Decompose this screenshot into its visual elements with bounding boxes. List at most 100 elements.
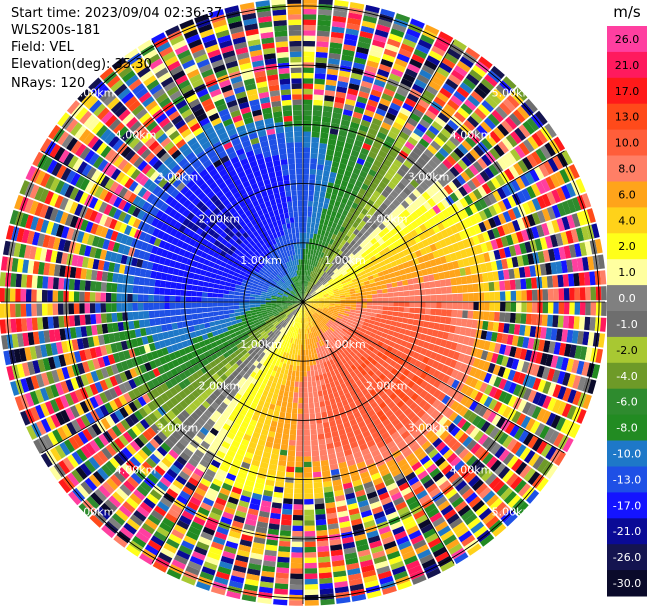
range-gate bbox=[249, 324, 256, 329]
range-gate bbox=[410, 229, 418, 238]
range-gate bbox=[579, 287, 586, 301]
range-gate bbox=[455, 277, 462, 285]
range-gate bbox=[346, 459, 356, 467]
range-gate bbox=[402, 248, 410, 256]
range-gate bbox=[442, 83, 456, 95]
range-gate bbox=[429, 467, 441, 478]
range-gate bbox=[351, 474, 361, 482]
range-gate bbox=[411, 374, 420, 383]
range-gate bbox=[317, 282, 322, 287]
range-gate bbox=[336, 264, 343, 270]
range-gate bbox=[343, 44, 356, 52]
range-gate bbox=[376, 440, 386, 449]
range-gate bbox=[111, 513, 126, 526]
range-gate bbox=[329, 238, 335, 245]
range-gate bbox=[401, 515, 415, 526]
range-gate bbox=[270, 512, 281, 520]
range-gate bbox=[288, 325, 293, 332]
range-gate bbox=[309, 289, 314, 294]
range-gate bbox=[491, 109, 504, 123]
range-gate bbox=[327, 388, 333, 395]
range-gate bbox=[80, 445, 92, 459]
range-gate bbox=[264, 373, 271, 380]
range-gate bbox=[292, 321, 296, 327]
range-gate bbox=[295, 376, 300, 382]
range-gate bbox=[357, 41, 371, 50]
range-gate bbox=[44, 401, 55, 415]
range-gate bbox=[343, 192, 350, 200]
range-gate bbox=[325, 331, 330, 337]
range-gate bbox=[191, 372, 200, 381]
range-gate bbox=[267, 469, 277, 476]
range-gate bbox=[303, 147, 311, 153]
range-gate bbox=[306, 305, 311, 310]
range-gate bbox=[306, 333, 309, 340]
range-gate bbox=[443, 534, 457, 546]
range-gate bbox=[345, 250, 352, 257]
range-gate bbox=[265, 355, 271, 362]
range-gate bbox=[356, 298, 362, 302]
range-gate bbox=[324, 399, 331, 407]
range-gate bbox=[382, 405, 391, 414]
range-gate bbox=[390, 336, 398, 343]
range-gate bbox=[460, 395, 470, 406]
range-gate bbox=[360, 288, 367, 293]
range-gate bbox=[196, 541, 210, 551]
range-gate bbox=[478, 405, 488, 417]
range-gate bbox=[279, 454, 287, 461]
range-gate bbox=[156, 375, 165, 385]
range-gate bbox=[397, 391, 406, 400]
range-gate bbox=[133, 452, 145, 464]
range-gate bbox=[178, 348, 187, 357]
range-gate bbox=[487, 229, 496, 240]
ray bbox=[303, 0, 349, 302]
range-gate bbox=[320, 459, 329, 467]
range-gate bbox=[467, 94, 481, 107]
range-gate bbox=[328, 376, 334, 383]
range-gate bbox=[437, 177, 448, 188]
range-gate bbox=[304, 530, 316, 537]
range-gate bbox=[255, 392, 262, 400]
range-gate bbox=[390, 384, 399, 392]
range-gate bbox=[386, 364, 394, 372]
range-gate bbox=[496, 505, 511, 519]
range-gate bbox=[316, 324, 321, 330]
range-gate bbox=[241, 594, 257, 602]
range-gate bbox=[287, 312, 292, 318]
range-gate bbox=[273, 491, 283, 499]
range-gate bbox=[375, 422, 385, 431]
range-gate bbox=[427, 396, 437, 406]
range-gate bbox=[71, 419, 82, 433]
range-gate bbox=[389, 211, 398, 220]
range-gate bbox=[73, 351, 82, 363]
range-gate bbox=[313, 396, 319, 403]
range-gate bbox=[258, 586, 273, 594]
range-gate bbox=[419, 204, 428, 214]
range-gate bbox=[459, 267, 466, 276]
range-gate bbox=[128, 378, 137, 390]
range-gate bbox=[320, 327, 325, 334]
range-gate bbox=[354, 286, 361, 291]
range-gate bbox=[382, 297, 389, 302]
range-gate bbox=[329, 398, 336, 405]
range-gate bbox=[445, 340, 453, 349]
range-gate bbox=[351, 446, 361, 454]
range-gate bbox=[314, 353, 319, 360]
range-gate bbox=[414, 360, 422, 368]
range-gate bbox=[285, 336, 290, 342]
range-gate bbox=[141, 461, 154, 473]
range-gate bbox=[316, 267, 320, 274]
range-gate bbox=[296, 328, 299, 334]
range-gate bbox=[55, 382, 65, 396]
range-gate bbox=[549, 173, 561, 188]
range-gate bbox=[312, 115, 322, 122]
range-gate bbox=[346, 211, 354, 219]
range-gate bbox=[66, 365, 75, 378]
range-gate bbox=[328, 393, 335, 400]
range-gate bbox=[304, 488, 313, 494]
range-gate bbox=[308, 288, 313, 294]
range-gate bbox=[328, 328, 334, 334]
range-gate bbox=[508, 268, 515, 279]
range-gate bbox=[318, 305, 324, 308]
range-gate bbox=[378, 427, 388, 436]
